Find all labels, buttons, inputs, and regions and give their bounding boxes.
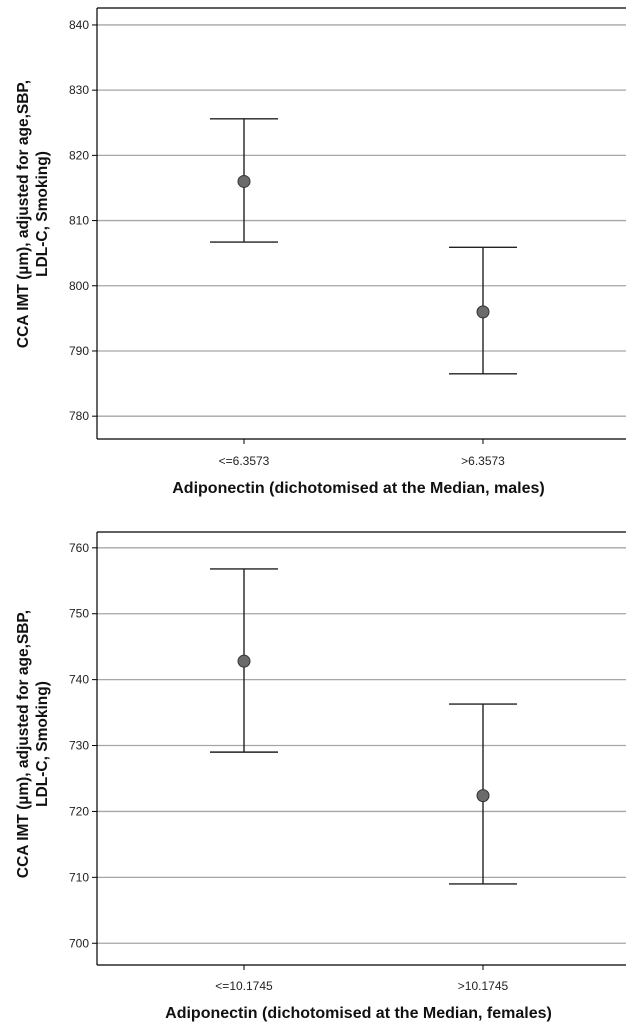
y-axis-title-line: LDL-C, Smoking)	[34, 151, 51, 277]
y-axis-title: CCA IMT (µm), adjusted for age,SBP, LDL-C…	[15, 80, 51, 348]
chart-panel-females: 700 710 720 730 740 750 760 <=10.1745 >10.1745 Ad…	[15, 531, 626, 1022]
chart-panel-males: 780 790 800 810 820 830 840 <=6.3573 >6.3573 Adip…	[15, 7, 626, 497]
mean-marker	[476, 305, 490, 319]
y-tick-label: 710	[69, 870, 89, 884]
x-tick-label: <=10.1745	[215, 979, 273, 993]
y-tick-label: 720	[69, 804, 89, 818]
mean-marker	[476, 789, 490, 803]
y-tick-label: 700	[69, 936, 89, 950]
y-tick-label: 730	[69, 739, 89, 753]
y-axis-title-line: CCA IMT (µm), adjusted for age,SBP,	[15, 610, 32, 878]
y-tick-label: 840	[69, 18, 89, 32]
y-tick-label: 810	[69, 214, 89, 228]
y-tick-label: 750	[69, 607, 89, 621]
y-tick-label: 780	[69, 409, 89, 423]
y-tick-label: 800	[69, 279, 89, 293]
y-tick-label: 830	[69, 83, 89, 97]
mean-marker	[237, 654, 251, 668]
x-tick-label: >6.3573	[461, 454, 505, 468]
x-tick-label: <=6.3573	[219, 454, 270, 468]
x-tick-label: >10.1745	[458, 979, 509, 993]
y-tick-label: 760	[69, 541, 89, 555]
y-tick-label: 740	[69, 673, 89, 687]
y-axis-title-line: LDL-C, Smoking)	[34, 681, 51, 807]
y-tick-label: 790	[69, 344, 89, 358]
y-axis-title-line: CCA IMT (µm), adjusted for age,SBP,	[15, 80, 32, 348]
mean-marker	[237, 174, 251, 188]
y-tick-label: 820	[69, 148, 89, 162]
x-axis-title: Adiponectin (dichotomised at the Median,…	[165, 1005, 552, 1022]
y-axis-title: CCA IMT (µm), adjusted for age,SBP, LDL-C…	[15, 610, 51, 878]
x-axis-title: Adiponectin (dichotomised at the Median,…	[172, 480, 544, 497]
